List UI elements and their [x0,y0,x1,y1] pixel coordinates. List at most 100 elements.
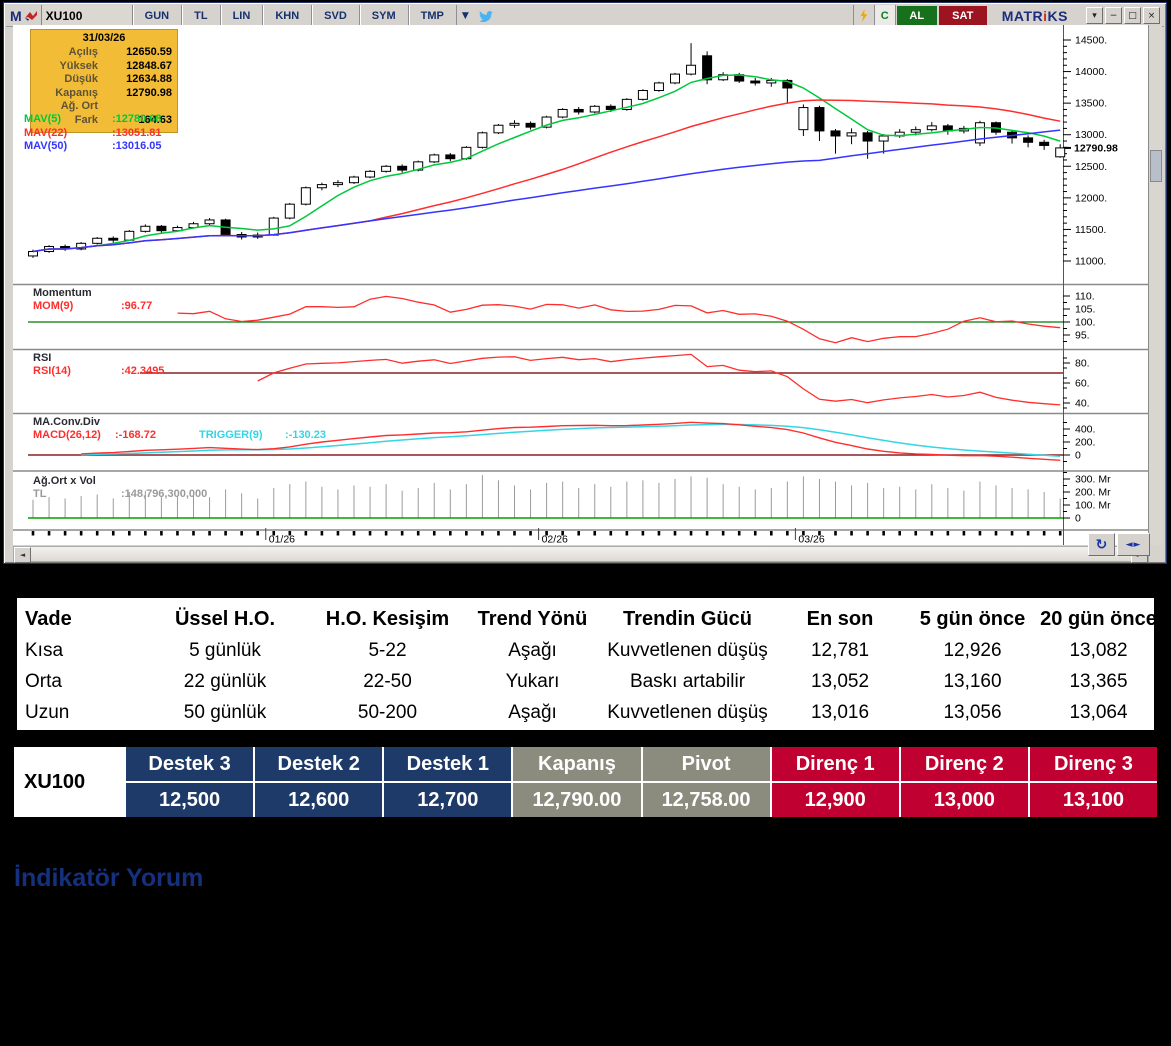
date-tick [641,531,645,536]
table-cell: 5 günlük [189,640,261,661]
pivot-value-neutral: 12,758.00 [642,783,770,817]
table-cell: 13,052 [810,671,870,692]
date-tick [962,531,966,536]
price-tick-label: 12000. [1075,192,1107,204]
date-axis: 01/26 02/26 03/26 [31,528,1062,545]
vertical-scrollbar[interactable] [1148,25,1162,545]
chart-canvas[interactable]: 14500. 14000. 13500. 13000. 12500. 12000. 1150… [13,25,1160,545]
date-tick [63,531,67,536]
table-header: Vade [25,608,72,630]
scroll-left-arrow[interactable]: ◄ [14,547,31,563]
pivot-label-support: Destek 2 [255,747,383,781]
candle-body [397,165,408,171]
date-tick [689,531,693,536]
table-cell: Yukarı [505,671,560,692]
date-tick [753,531,757,536]
volume-tick-label: 300. Mr [1075,474,1111,486]
price-tick-label: 13000. [1075,129,1107,141]
dropdown-button[interactable]: ▼ [457,5,474,26]
twitter-button[interactable] [474,5,499,26]
momentum-title: Momentum [33,287,92,299]
info-date: 31/03/26 [82,32,126,44]
refresh-button[interactable]: ↻ [1088,533,1115,556]
left-right-arrows-icon: ◄► [1125,539,1142,550]
titlebar-right: C AL SAT MATR i KS ▾ − □ × [852,5,1164,26]
window-control-chevron-down[interactable]: ▾ [1086,7,1103,24]
menu-khn[interactable]: KHN [263,5,313,26]
momentum-tick-label: 110. [1075,291,1095,303]
candle-body [605,105,616,110]
table-cell: 22-50 [363,671,412,692]
menu-tmp[interactable]: TMP [409,5,457,26]
candle-body [349,176,359,184]
menu-gun[interactable]: GUN [133,5,183,26]
candle-body [365,170,376,178]
navigate-button[interactable]: ◄► [1117,533,1150,556]
c-button[interactable]: C [873,5,896,26]
window-controls: ▾ − □ × [1082,5,1164,26]
app-logo[interactable]: M [6,5,41,26]
table-cell: Kuvvetlenen düşüş [607,640,768,661]
info-row: Yüksek 12848.67 [31,60,177,74]
macd-axis: 400.200.0 [1063,422,1095,462]
chevron-down-icon: ▼ [461,10,469,21]
menu-sym[interactable]: SYM [360,5,409,26]
menu-tl[interactable]: TL [182,5,221,26]
mav-value: :13016.05 [112,140,162,152]
info-label: Yüksek [59,59,98,72]
table-cell: Aşağı [508,640,557,661]
date-tick [240,531,243,536]
pivot-label-resistance: Direnç 1 [771,747,899,781]
macd-line [81,421,1061,461]
price-tick-label: 12500. [1075,161,1107,173]
candle-body [381,165,392,172]
window-control-close[interactable]: × [1143,7,1160,24]
table-header: Trendin Gücü [623,608,752,630]
date-tick [128,531,131,536]
table-header: Üssel H.O. [174,608,276,630]
ohlc-info-box: 31/03/26 Açılış 12650.59 Yüksek 12848.67 Düş… [30,29,178,133]
pivot-label-resistance: Direnç 2 [900,747,1028,781]
candle-body [702,55,713,81]
candle-body [1039,141,1050,146]
candle-body [477,132,488,148]
pivot-value-resistance: 13,000 [900,783,1028,817]
vertical-scroll-thumb[interactable] [1150,150,1162,182]
horizontal-scrollbar[interactable]: ◄ ► [13,546,1149,563]
mav-legend: MAV(5):12780.68 MAV(22):13051.81 MAV(50):1… [24,113,162,154]
info-value: 164.63 [138,113,172,126]
candle-body [862,132,873,142]
price-axis-labels: 14500. 14000. 13500. 13000. 12500. 12000. 1150… [1075,35,1107,268]
candle-body [1055,147,1066,158]
rsi-line [257,353,1061,406]
date-tick [946,531,950,536]
scroll-track[interactable] [31,547,1131,561]
menu-lin[interactable]: LIN [221,5,264,26]
window-control-minimize[interactable]: − [1105,7,1122,24]
pivot-value-support: 12,500 [126,783,254,817]
ma-line-50 [32,129,1061,253]
rsi-title: RSI [33,352,52,364]
volume-bars [32,475,1061,518]
symbol-field[interactable]: XU100 [40,5,133,26]
pivot-label-resistance: Direnç 3 [1029,747,1157,781]
date-tick [978,531,982,536]
date-tick [721,531,725,536]
date-tick [208,531,211,536]
flash-button[interactable] [852,5,874,26]
refresh-icon: ↻ [1095,536,1108,553]
mav-legend-row: MAV(22):13051.81 [24,127,162,141]
buy-button[interactable]: AL [896,6,937,25]
info-row: Ağ. Ort [31,100,177,114]
candle-body [621,98,632,110]
mav-value: :13051.81 [112,126,162,139]
candle-body [782,79,793,89]
sell-button[interactable]: SAT [938,6,987,25]
date-tick [1026,531,1030,536]
table-cell: Aşağı [508,702,557,723]
menu-svd[interactable]: SVD [312,5,360,26]
info-value: 12848.67 [126,59,172,72]
window-control-restore[interactable]: □ [1124,7,1141,24]
candle-body [332,182,343,186]
